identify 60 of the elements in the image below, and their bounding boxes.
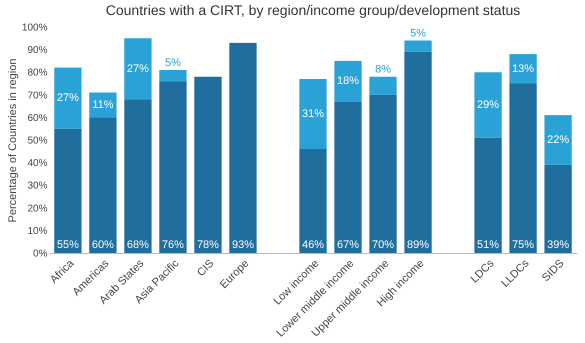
data-label: 31% [302, 108, 324, 120]
data-label: 22% [547, 134, 570, 146]
data-label: 8% [375, 64, 392, 76]
y-tick-label: 30% [27, 180, 48, 192]
bar [404, 40, 432, 52]
bar [299, 149, 327, 253]
bar [509, 84, 537, 253]
data-label: 5% [410, 28, 426, 40]
bar [124, 38, 152, 100]
y-tick-label: 90% [27, 45, 48, 56]
data-label: 39% [547, 239, 570, 251]
y-axis-title: Percentage of Countries in region [6, 58, 19, 222]
data-label: 67% [337, 239, 360, 251]
data-label: 89% [407, 239, 430, 251]
data-label: 75% [512, 239, 534, 251]
x-tick-label: CIS [194, 258, 216, 279]
bar [54, 68, 82, 129]
data-label: 78% [196, 239, 220, 251]
bar [54, 128, 82, 253]
y-tick-label: 10% [27, 226, 48, 237]
data-label: 60% [92, 239, 114, 251]
bar [194, 76, 222, 253]
data-label: 76% [162, 239, 184, 251]
data-label: 55% [56, 239, 80, 251]
y-tick-label: 100% [22, 22, 48, 34]
bar [544, 164, 572, 253]
bar [334, 102, 362, 253]
y-tick-label: 0% [33, 248, 48, 260]
bar [474, 72, 502, 138]
bar [89, 117, 117, 253]
bar [124, 99, 152, 253]
chart-title: Countries with a CIRT, by region/income group/development status [106, 2, 520, 18]
bar [404, 52, 432, 253]
data-label: 29% [477, 98, 500, 111]
data-label: 27% [56, 92, 80, 104]
bar [159, 70, 187, 82]
y-tick-label: 80% [27, 68, 48, 79]
data-label: 51% [477, 239, 500, 251]
data-label: 18% [337, 75, 360, 88]
bar [369, 76, 397, 95]
bar [369, 94, 397, 253]
bar [544, 115, 572, 165]
y-tick-label: 20% [27, 203, 48, 214]
data-label: 27% [126, 62, 150, 75]
y-tick-label: 50% [27, 136, 48, 146]
bar [334, 60, 362, 102]
y-tick-label: 60% [27, 112, 48, 124]
data-label: 70% [372, 239, 394, 251]
data-label: 93% [232, 239, 254, 251]
bar [159, 81, 187, 253]
data-label: 46% [302, 239, 324, 251]
bar [229, 42, 257, 253]
data-label: 11% [92, 98, 114, 111]
y-tick-label: 40% [27, 158, 48, 170]
data-label: 5% [164, 56, 182, 69]
data-label: 68% [126, 239, 150, 251]
data-label: 13% [512, 62, 534, 75]
y-tick-label: 70% [27, 90, 48, 102]
bar [299, 78, 327, 150]
bar [474, 138, 502, 253]
